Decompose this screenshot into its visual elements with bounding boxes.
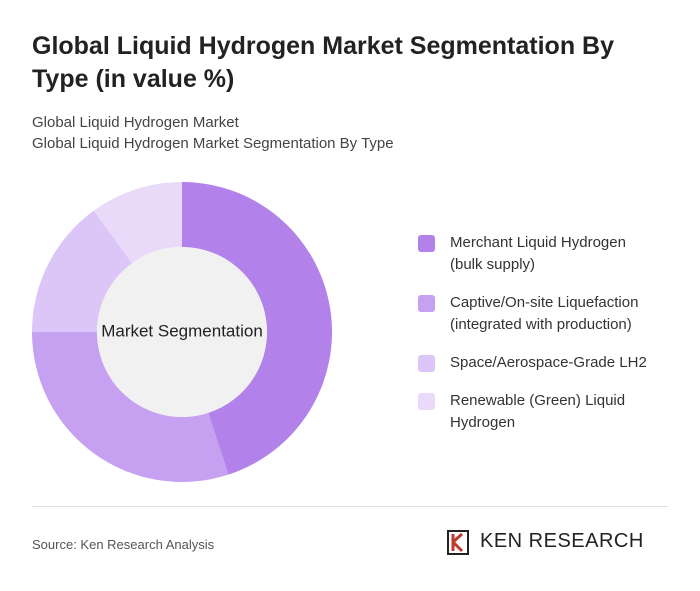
center-label: Market Segmentation: [101, 321, 263, 340]
legend-label: Space/Aerospace-Grade LH2: [450, 354, 647, 371]
legend-item: Merchant Liquid Hydrogen (bulk supply): [418, 232, 658, 276]
subtitle: Global Liquid Hydrogen Market: [32, 114, 239, 131]
legend-label: Merchant Liquid Hydrogen (bulk supply): [450, 234, 626, 273]
legend-item: Space/Aerospace-Grade LH2: [418, 352, 658, 374]
legend-label: Captive/On-site Liquefaction (integrated…: [450, 294, 639, 333]
title: Global Liquid Hydrogen Market Segmentati…: [32, 32, 615, 93]
legend-label: Renewable (Green) Liquid Hydrogen: [450, 392, 626, 431]
legend-item: Renewable (Green) Liquid Hydrogen: [418, 390, 658, 434]
legend-item: Captive/On-site Liquefaction (integrated…: [418, 292, 658, 336]
donut-hole: [97, 247, 267, 417]
legend: Merchant Liquid Hydrogen (bulk supply) Ca…: [418, 232, 658, 450]
legend-swatch: [418, 355, 435, 372]
subtitle: Global Liquid Hydrogen Market Segmentati…: [32, 135, 394, 152]
legend-swatch: [418, 393, 435, 410]
donut-slice: [32, 332, 229, 482]
legend-swatch: [418, 235, 435, 252]
brand-name: KEN RESEARCH: [480, 530, 644, 552]
donut-slice: [182, 182, 333, 475]
legend-swatch: [418, 295, 435, 312]
source: Source: Ken Research Analysis: [32, 537, 215, 552]
donut-slice: [93, 182, 182, 264]
donut-chart: Market Segmentation: [32, 182, 333, 482]
brand-logo: [447, 530, 469, 555]
donut-slice: [32, 210, 133, 332]
divider: [32, 506, 668, 507]
